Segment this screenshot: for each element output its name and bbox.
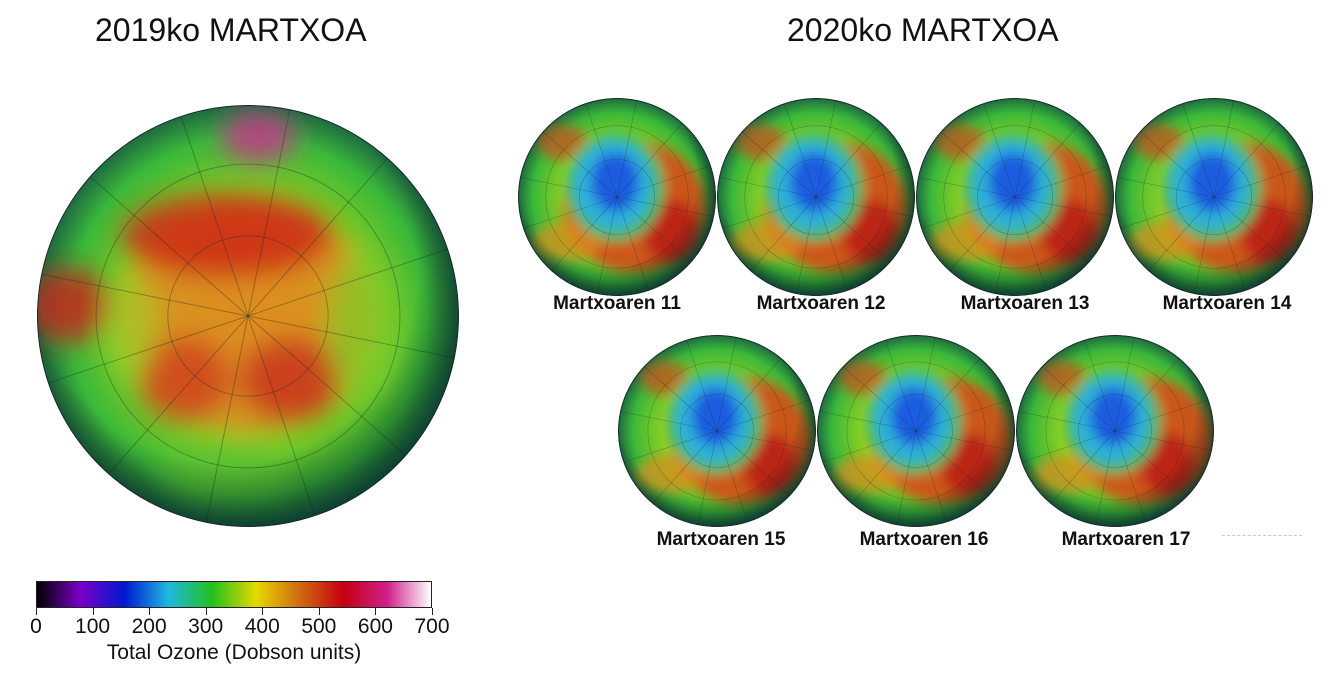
colorbar-tick-label: 700 xyxy=(414,615,450,638)
colorbar-tick xyxy=(205,608,207,615)
globe-2019-march xyxy=(37,105,459,527)
label-march-17: Martxoaren 17 xyxy=(1061,529,1191,550)
colorbar-tick-label: 100 xyxy=(75,615,111,638)
title-2020: 2020ko MARTXOA xyxy=(787,12,1059,48)
globe-march-12 xyxy=(717,98,915,296)
globe-svg xyxy=(518,98,716,296)
label-march-13: Martxoaren 13 xyxy=(960,293,1090,314)
colorbar-tick xyxy=(375,608,377,615)
globe-march-11 xyxy=(518,98,716,296)
colorbar-tick xyxy=(92,608,94,615)
colorbar-tick-label: 400 xyxy=(244,615,280,638)
title-2019: 2019ko MARTXOA xyxy=(95,12,367,48)
globe-march-14 xyxy=(1115,98,1313,296)
ozone-colorbar xyxy=(36,581,432,608)
colorbar-tick xyxy=(432,608,433,615)
globe-svg xyxy=(717,98,915,296)
globe-march-16 xyxy=(817,335,1015,527)
label-march-15: Martxoaren 15 xyxy=(656,529,786,550)
globe-svg xyxy=(618,335,816,527)
globe-svg xyxy=(37,105,459,527)
colorbar-tick-label: 300 xyxy=(188,615,224,638)
colorbar-tick xyxy=(318,608,320,615)
globe-svg xyxy=(817,335,1015,527)
colorbar-tick-label: 0 xyxy=(30,615,42,638)
faint-dashed-mark xyxy=(1222,535,1302,537)
globe-march-13 xyxy=(916,98,1114,296)
colorbar-tick xyxy=(262,608,264,615)
colorbar-tick-label: 600 xyxy=(357,615,393,638)
colorbar-tick xyxy=(149,608,151,615)
label-march-16: Martxoaren 16 xyxy=(859,529,989,550)
globe-march-15 xyxy=(618,335,816,527)
colorbar-tick-label: 500 xyxy=(301,615,337,638)
globe-svg xyxy=(916,98,1114,296)
globe-svg xyxy=(1115,98,1313,296)
colorbar-tick-label: 200 xyxy=(131,615,167,638)
globe-march-17 xyxy=(1016,335,1214,527)
label-march-14: Martxoaren 14 xyxy=(1162,293,1292,314)
colorbar-tick xyxy=(36,608,37,615)
label-march-11: Martxoaren 11 xyxy=(553,293,681,314)
label-march-12: Martxoaren 12 xyxy=(756,293,886,314)
colorbar-title: Total Ozone (Dobson units) xyxy=(106,641,362,664)
globe-svg xyxy=(1016,335,1214,527)
